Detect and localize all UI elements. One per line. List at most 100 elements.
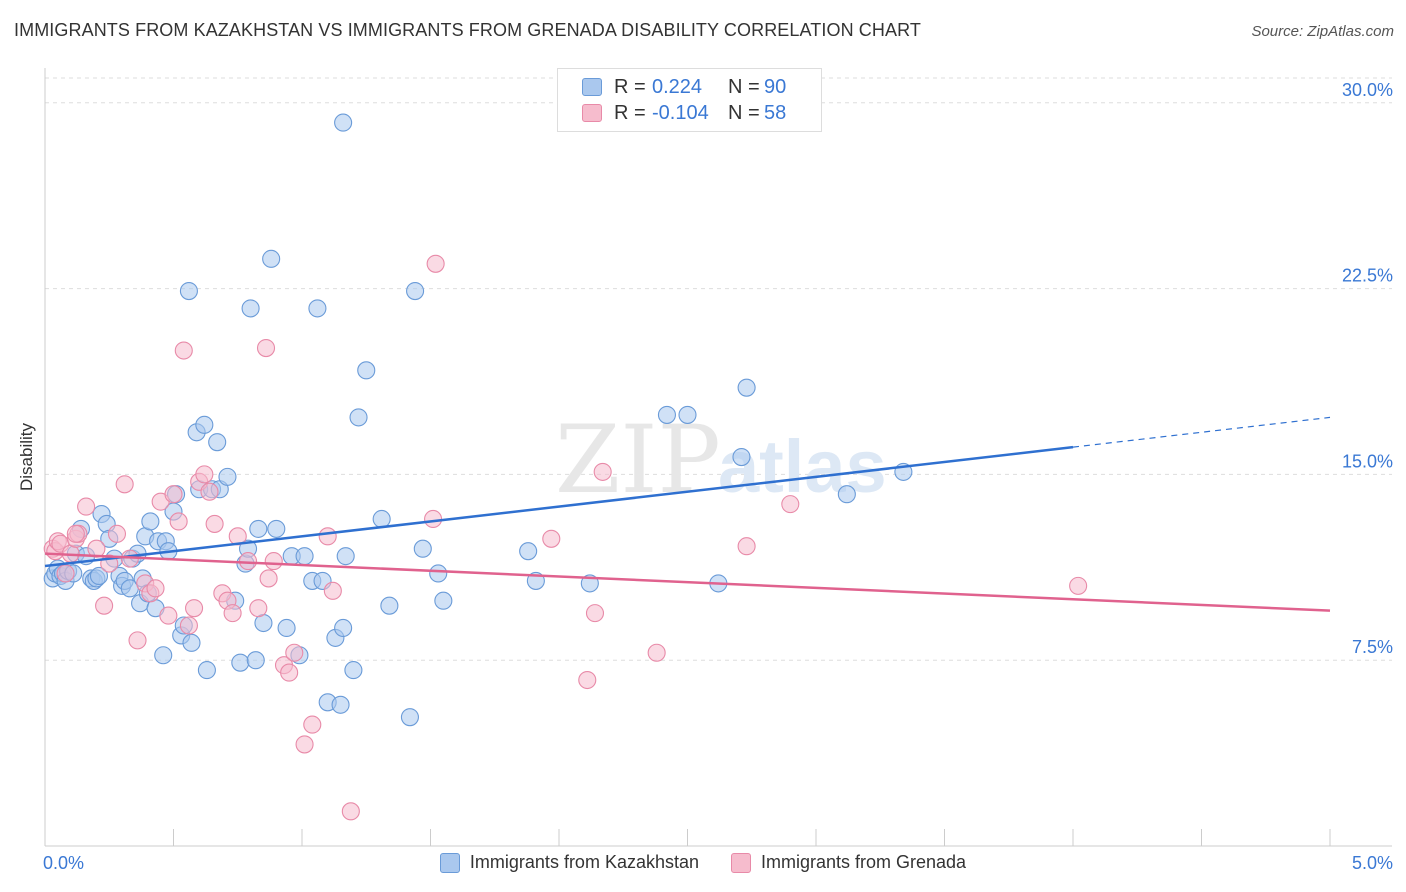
kazakhstan-point (732, 447, 751, 467)
kazakhstan-point (678, 405, 697, 424)
kazakhstan-point (262, 249, 281, 268)
legend-item-grenada[interactable]: Immigrants from Grenada (731, 852, 966, 873)
y-tick-label: 22.5% (1342, 266, 1393, 286)
grenada-point (164, 485, 183, 504)
legend-swatch-blue (439, 852, 460, 873)
kazakhstan-point (308, 299, 327, 318)
watermark: ZIP atlas (555, 406, 887, 515)
kazakhstan-point (246, 651, 265, 670)
kazakhstan-point (231, 653, 250, 672)
kazakhstan-point (429, 564, 448, 583)
source-label: Source: ZipAtlas.com (1251, 23, 1394, 40)
y-tick-label: 15.0% (1342, 451, 1393, 471)
legend-swatch-pink (582, 104, 602, 122)
legend-n-value: 90 (764, 75, 787, 98)
kazakhstan-point (195, 415, 214, 434)
kazakhstan-point (357, 361, 376, 380)
grenada-point (223, 604, 242, 623)
grenada-point (323, 581, 342, 600)
grenada-point (185, 599, 204, 618)
grenada-point (593, 462, 612, 481)
kazakhstan-point (331, 695, 350, 714)
kazakhstan-point (89, 566, 109, 586)
grenada-point (195, 465, 214, 484)
axes (44, 68, 1392, 847)
grenada-point (66, 524, 85, 543)
trend-lines (44, 416, 1331, 612)
grenada-point (781, 495, 800, 514)
kazakhstan-point (400, 708, 419, 727)
grenada-point (1069, 576, 1088, 595)
kazakhstan-point (519, 542, 538, 561)
kazakhstan-point (218, 467, 237, 486)
kazakhstan-point (334, 113, 353, 132)
y-tick-label: 30.0% (1342, 80, 1393, 100)
kazakhstan-point (737, 378, 756, 397)
grenada-point (146, 579, 165, 598)
watermark-atlas: atlas (718, 425, 887, 508)
legend-row-kazakhstan: R = 0.224 N = 90 (582, 75, 786, 99)
kazakhstan-point (182, 633, 201, 652)
kazakhstan-point (344, 661, 363, 680)
kazakhstan-point (141, 512, 160, 531)
grenada-point (737, 537, 756, 556)
legend-r-value: 0.224 (652, 75, 703, 98)
grenada-point (174, 341, 193, 360)
tick-labels: 7.5% 15.0% 22.5% 30.0% 0.0% 5.0% (43, 80, 1393, 873)
kazakhstan-point (241, 299, 260, 318)
x-tick-label: 0.0% (43, 853, 84, 873)
grenada-point (107, 524, 127, 543)
grenada-point (578, 670, 597, 690)
kazakhstan-trend-extension (1072, 416, 1331, 448)
kazakhstan-point (295, 547, 314, 566)
legend-r-label: R = (614, 101, 646, 124)
gridlines (45, 77, 1392, 661)
grenada-point (424, 509, 443, 529)
grenada-point (169, 512, 188, 531)
legend-item-kazakhstan[interactable]: Immigrants from Kazakhstan (439, 852, 699, 873)
legend-label-grenada: Immigrants from Grenada (761, 852, 967, 872)
kazakhstan-point (406, 282, 425, 301)
legend-n-label: N = (728, 101, 760, 124)
kazakhstan-point (334, 618, 353, 638)
x-tick-label: 5.0% (1352, 853, 1393, 873)
grenada-point (295, 735, 314, 754)
kazakhstan-point (277, 618, 296, 638)
kazakhstan-point (336, 547, 355, 566)
grenada-point (56, 564, 75, 583)
legend-r-label: R = (614, 75, 646, 98)
kazakhstan-point (413, 539, 432, 558)
grenada-point (280, 663, 299, 682)
grenada-point (542, 529, 561, 548)
legend-label-kazakhstan: Immigrants from Kazakhstan (469, 852, 699, 872)
kazakhstan-point (380, 596, 399, 615)
grenada-point (303, 715, 322, 734)
legend-swatch-blue (582, 78, 602, 96)
grenada-point (264, 552, 283, 571)
kazakhstan-point (657, 405, 676, 424)
kazakhstan-point (197, 661, 216, 680)
kazakhstan-point (249, 519, 268, 538)
legend-row-grenada: R = -0.104 N = 58 (582, 101, 786, 125)
kazakhstan-trend-line (44, 445, 1074, 568)
kazakhstan-point (179, 282, 198, 301)
grenada-point (256, 338, 276, 358)
grenada-point (285, 643, 304, 662)
grenada-point (77, 497, 96, 516)
stats-legend: R = 0.224 N = 90 R = -0.104 N = 58 (557, 68, 822, 132)
grenada-point (585, 604, 605, 623)
kazakhstan-point (208, 433, 227, 452)
kazakhstan-point (434, 591, 453, 610)
grenada-point (647, 643, 666, 662)
chart-title: IMMIGRANTS FROM KAZAKHSTAN VS IMMIGRANTS… (14, 20, 921, 40)
grenada-point (249, 599, 268, 618)
grenada-point (159, 606, 178, 625)
kazakhstan-point (349, 408, 368, 427)
grenada-point (115, 475, 134, 494)
kazakhstan-point (372, 509, 391, 529)
grenada-point (179, 616, 198, 635)
grenada-point (128, 631, 147, 650)
y-tick-label: 7.5% (1352, 637, 1393, 657)
legend-n-label: N = (728, 75, 760, 98)
kazakhstan-points (43, 113, 913, 727)
